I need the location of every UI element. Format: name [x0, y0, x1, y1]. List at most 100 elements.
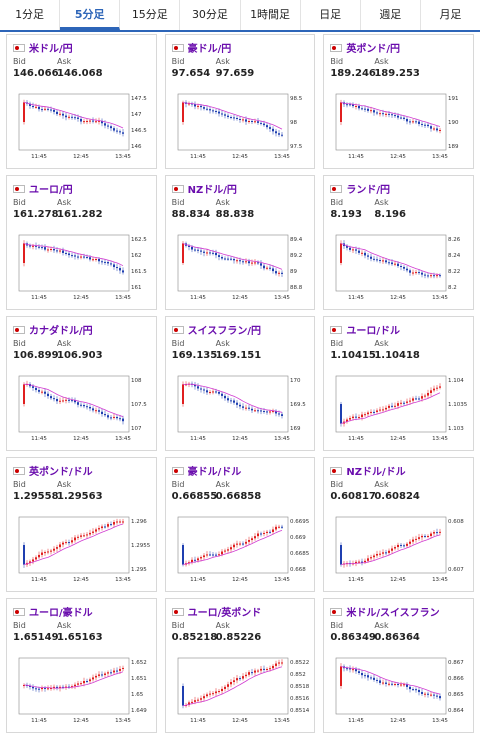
rate-card[interactable]: 米ドル/円 Bid Ask 146.066 146.068 147.5 147 146.5 14… [6, 34, 157, 169]
y-tick-label: 162 [131, 253, 142, 259]
pair-name[interactable]: 米ドル/円 [29, 44, 73, 55]
rate-card[interactable]: 英ポンド/ドル Bid Ask 1.29558 1.29563 1.296 1.2955 1.… [6, 457, 157, 592]
pair-title[interactable]: ランド/円 [330, 181, 390, 196]
pair-name[interactable]: ユーロ/英ポンド [187, 608, 262, 619]
tab-3[interactable]: 30分足 [180, 0, 241, 30]
candle-body [53, 109, 55, 112]
y-tick-label: 147 [131, 112, 142, 118]
rate-card[interactable]: 豪ドル/ドル Bid Ask 0.66855 0.66858 0.6695 0.669 0.6… [164, 457, 316, 592]
candle-body [388, 405, 391, 408]
pair-name[interactable]: ユーロ/豪ドル [29, 608, 93, 619]
candle-body [181, 243, 184, 263]
pair-name[interactable]: スイスフラン/円 [187, 326, 262, 337]
pair-title[interactable]: 米ドル/スイスフラン [330, 604, 440, 619]
rate-card[interactable]: ランド/円 Bid Ask 8.193 8.196 8.26 8.24 8.22 8.2 11:4… [323, 175, 474, 310]
tab-4[interactable]: 1時間足 [241, 0, 301, 30]
rate-card[interactable]: ユーロ/英ポンド Bid Ask 0.85218 0.85226 0.8522 0.852 0… [164, 598, 316, 733]
candle-body [241, 406, 244, 408]
moving-average-line [23, 243, 124, 267]
pair-name[interactable]: 豪ドル/ドル [187, 467, 242, 478]
pair-name[interactable]: 英ポンド/ドル [29, 467, 93, 478]
candle-body [199, 698, 202, 700]
pair-name[interactable]: NZドル/ドル [346, 467, 406, 478]
mini-candlestick-chart: 170 169.5 169 11:45 12:45 13:45 [177, 375, 306, 442]
candle-body [373, 555, 376, 558]
pair-title[interactable]: ユーロ/円 [13, 181, 73, 196]
pair-title[interactable]: 米ドル/円 [13, 40, 73, 55]
candle-body [262, 532, 265, 534]
mini-candlestick-chart: 8.26 8.24 8.22 8.2 11:45 12:45 13:45 [336, 234, 461, 301]
candle-body [277, 272, 280, 274]
candle-body [358, 105, 361, 109]
candle-body [388, 113, 391, 115]
rate-card[interactable]: ユーロ/ドル Bid Ask 1.10415 1.10418 1.104 1.1035 1.1… [323, 316, 474, 451]
tab-1[interactable]: 5分足 [60, 0, 121, 30]
candle-body [190, 103, 193, 105]
pair-title[interactable]: NZドル/円 [171, 181, 237, 196]
flag-icon [330, 607, 343, 616]
candle-body [122, 521, 124, 523]
tab-6[interactable]: 週足 [361, 0, 421, 30]
candle-body [235, 260, 238, 262]
x-tick-label: 13:45 [274, 436, 290, 442]
y-tick-label: 98 [290, 120, 297, 126]
chart-frame [18, 234, 130, 292]
pair-title[interactable]: 英ポンド/ドル [13, 463, 93, 478]
pair-name[interactable]: 米ドル/スイスフラン [346, 608, 440, 619]
pair-title[interactable]: 英ポンド/円 [330, 40, 400, 55]
pair-title[interactable]: スイスフラン/円 [171, 322, 262, 337]
rate-card[interactable]: NZドル/円 Bid Ask 88.834 88.838 89.4 89.2 89 88.8 11… [164, 175, 316, 310]
candle-body [250, 672, 253, 674]
candle-body [370, 557, 373, 559]
y-tick-label: 8.22 [448, 269, 460, 275]
pair-title[interactable]: 豪ドル/ドル [171, 463, 242, 478]
rate-card[interactable]: ユーロ/豪ドル Bid Ask 1.65149 1.65163 1.652 1.651 1.6… [6, 598, 157, 733]
candle-body [68, 542, 70, 544]
rate-card[interactable]: NZドル/ドル Bid Ask 0.60817 0.60824 0.608 0.607 11:… [323, 457, 474, 592]
rate-card[interactable]: スイスフラン/円 Bid Ask 169.135 169.151 170 169.5 169 1… [164, 316, 316, 451]
pair-name[interactable]: ユーロ/ドル [346, 326, 400, 337]
x-tick-label: 11:45 [348, 577, 364, 583]
candle-body [355, 561, 358, 564]
pair-title[interactable]: ユーロ/ドル [330, 322, 400, 337]
candle-body [274, 663, 277, 666]
candle-body [262, 265, 265, 269]
candle-body [208, 391, 211, 393]
rate-card[interactable]: 豪ドル/円 Bid Ask 97.654 97.659 98.5 98 97.5 11:45 12… [164, 34, 316, 169]
y-tick-label: 89 [290, 269, 297, 275]
pair-name[interactable]: 豪ドル/円 [187, 44, 232, 55]
candle-body [424, 274, 427, 276]
pair-title[interactable]: カナダドル/円 [13, 322, 93, 337]
rate-card[interactable]: ユーロ/円 Bid Ask 161.278 161.282 162.5 162 161.5 16… [6, 175, 157, 310]
pair-name[interactable]: ランド/円 [346, 185, 390, 196]
rate-card[interactable]: 英ポンド/円 Bid Ask 189.246 189.253 191 190 189 11:45… [323, 34, 474, 169]
pair-title[interactable]: NZドル/ドル [330, 463, 406, 478]
candle-body [265, 411, 268, 413]
candle-body [340, 243, 343, 263]
ask-value: 169.151 [215, 350, 262, 361]
tab-5[interactable]: 日足 [301, 0, 361, 30]
candle-body [361, 414, 364, 418]
ask-label: Ask [374, 621, 389, 630]
pair-name[interactable]: NZドル/円 [187, 185, 237, 196]
candle-body [403, 684, 406, 686]
y-tick-label: 0.8514 [290, 708, 310, 714]
pair-name[interactable]: ユーロ/円 [29, 185, 73, 196]
mini-candlestick-chart: 89.4 89.2 89 88.8 11:45 12:45 13:45 [177, 234, 302, 301]
rate-card[interactable]: 米ドル/スイスフラン Bid Ask 0.86349 0.86364 0.867 0.866… [323, 598, 474, 733]
pair-name[interactable]: カナダドル/円 [29, 326, 93, 337]
pair-title[interactable]: ユーロ/豪ドル [13, 604, 93, 619]
tab-2[interactable]: 15分足 [120, 0, 181, 30]
candle-body [86, 406, 88, 408]
bid-value: 0.85218 [171, 632, 218, 643]
moving-average-line [341, 102, 441, 127]
pair-title[interactable]: 豪ドル/円 [171, 40, 232, 55]
rate-card[interactable]: カナダドル/円 Bid Ask 106.899 106.903 108 107.5 107 11… [6, 316, 157, 451]
pair-title[interactable]: ユーロ/英ポンド [171, 604, 262, 619]
tab-0[interactable]: 1分足 [0, 0, 61, 30]
candle-body [229, 258, 232, 260]
candle-body [265, 531, 268, 533]
pair-name[interactable]: 英ポンド/円 [346, 44, 400, 55]
tab-7[interactable]: 月足 [439, 8, 462, 21]
candle-body [256, 121, 259, 123]
